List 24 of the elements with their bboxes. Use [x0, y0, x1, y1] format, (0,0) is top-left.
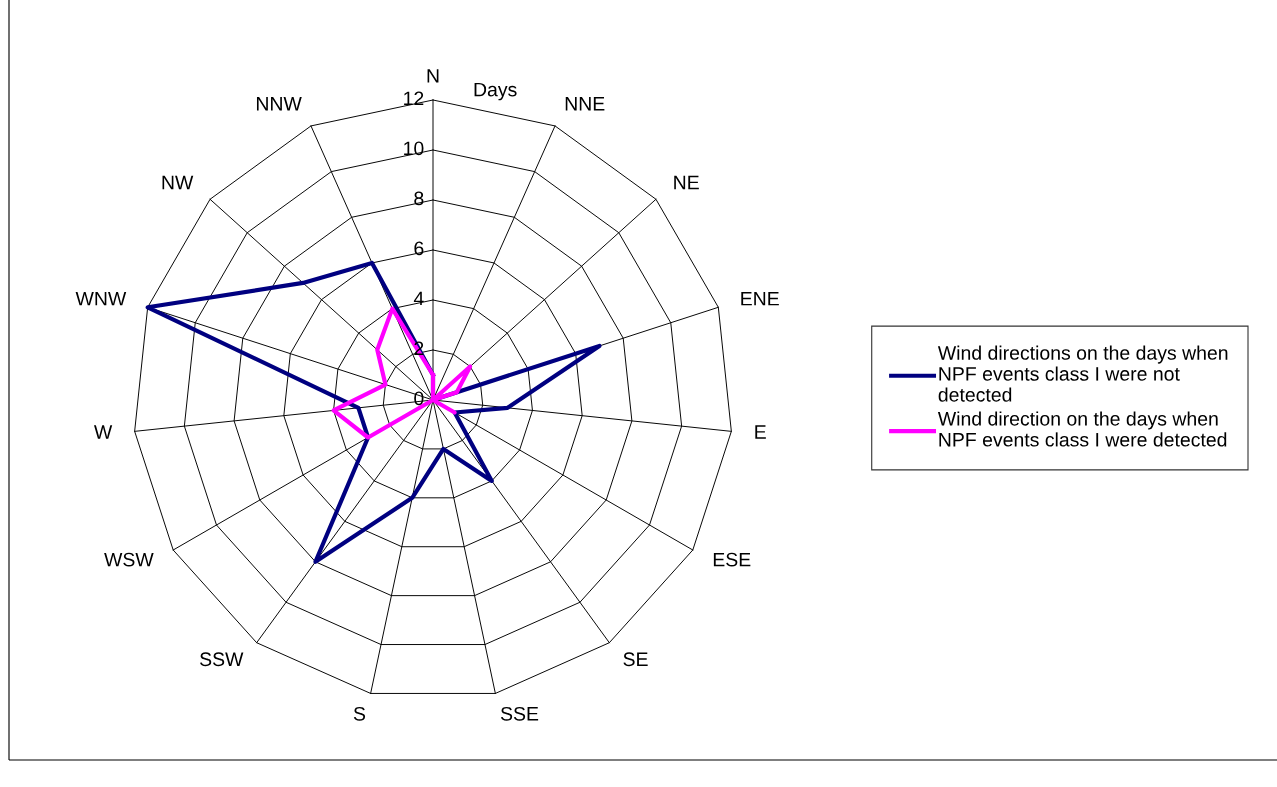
text: Days: [474, 82, 517, 101]
y-tick-label: 10: [404, 141, 424, 156]
spoke-label: NE: [674, 175, 699, 190]
spoke-label: WSW: [104, 552, 154, 567]
legend-label: Wind direction on the days when NPF events class I were detected: [937, 411, 1227, 447]
spoke-label: S: [353, 706, 366, 721]
spoke-label: SSW: [200, 652, 244, 667]
y-tick-label: 6: [414, 241, 424, 256]
spoke-label: NNW: [256, 97, 302, 111]
y-tick-label: 8: [414, 191, 424, 206]
spoke-label: E: [755, 425, 766, 439]
y-tick-label: 4: [413, 291, 424, 306]
y-tick-label: 12: [404, 91, 424, 106]
spoke-label: N: [427, 69, 439, 83]
spoke-label: SE: [623, 652, 648, 667]
spoke-label: SSE: [500, 706, 539, 721]
y-tick-label: 2: [414, 341, 424, 356]
legend-label: Wind directions on the days when NPF events class I were not detected: [937, 345, 1228, 402]
spoke-label: ENE: [741, 291, 779, 306]
spoke-label: NW: [162, 175, 194, 190]
spoke-label: NNE: [565, 97, 605, 111]
spoke-label: W: [94, 425, 113, 439]
spoke-label: WNW: [75, 291, 127, 306]
spoke-label: ESE: [713, 552, 751, 567]
